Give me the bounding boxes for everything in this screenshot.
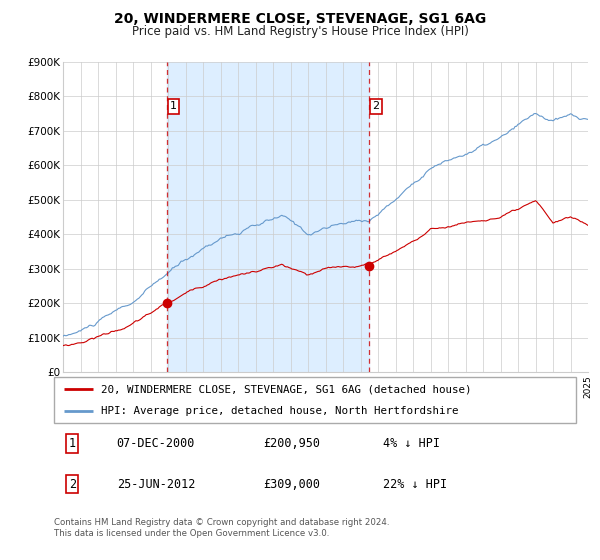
Text: 2: 2	[373, 101, 380, 111]
Text: £200,950: £200,950	[263, 437, 320, 450]
Text: £309,000: £309,000	[263, 478, 320, 491]
Bar	[167, 62, 369, 372]
Text: 25-JUN-2012: 25-JUN-2012	[116, 478, 195, 491]
Text: 1: 1	[69, 437, 76, 450]
Text: 22% ↓ HPI: 22% ↓ HPI	[383, 478, 447, 491]
FancyBboxPatch shape	[54, 377, 576, 423]
Text: Contains HM Land Registry data © Crown copyright and database right 2024.: Contains HM Land Registry data © Crown c…	[54, 518, 389, 527]
Text: 2: 2	[69, 478, 76, 491]
Text: 4% ↓ HPI: 4% ↓ HPI	[383, 437, 440, 450]
Text: This data is licensed under the Open Government Licence v3.0.: This data is licensed under the Open Gov…	[54, 529, 329, 538]
Text: 20, WINDERMERE CLOSE, STEVENAGE, SG1 6AG: 20, WINDERMERE CLOSE, STEVENAGE, SG1 6AG	[114, 12, 486, 26]
Text: 07-DEC-2000: 07-DEC-2000	[116, 437, 195, 450]
Text: 20, WINDERMERE CLOSE, STEVENAGE, SG1 6AG (detached house): 20, WINDERMERE CLOSE, STEVENAGE, SG1 6AG…	[101, 384, 472, 394]
Text: Price paid vs. HM Land Registry's House Price Index (HPI): Price paid vs. HM Land Registry's House …	[131, 25, 469, 38]
Text: HPI: Average price, detached house, North Hertfordshire: HPI: Average price, detached house, Nort…	[101, 407, 458, 416]
Text: 1: 1	[170, 101, 177, 111]
